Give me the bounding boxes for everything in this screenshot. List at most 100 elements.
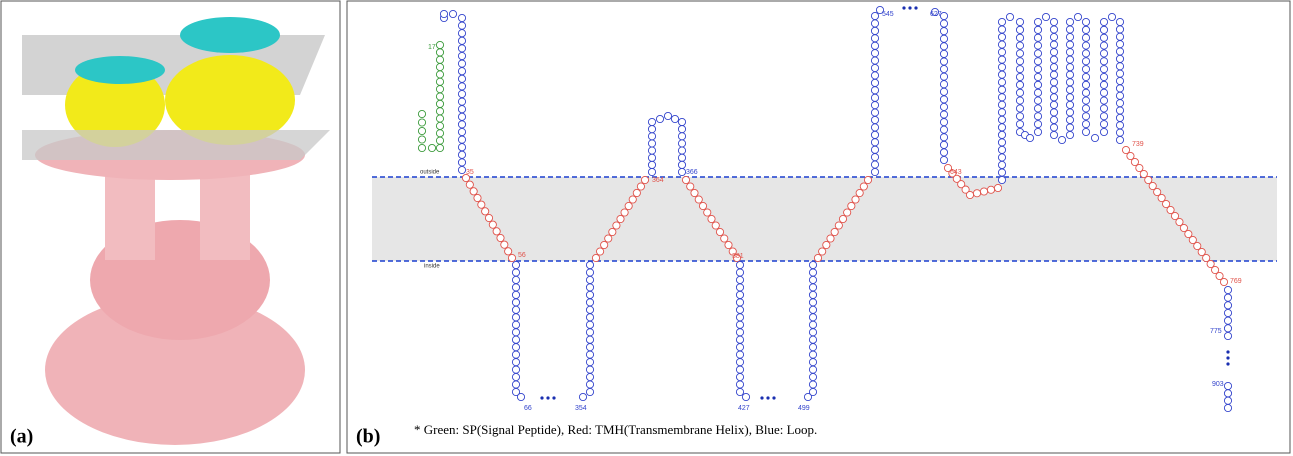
residue [1082,97,1089,104]
residue [512,299,519,306]
residue [1116,63,1123,70]
residue [586,299,593,306]
residue [1066,56,1073,63]
gap-dot [914,6,917,9]
residue [704,209,711,216]
residue [1100,89,1107,96]
residue-number: 17 [428,44,436,51]
residue [736,373,743,380]
figure-canvas: (a) outside inside 173556663543643663814… [0,0,1293,456]
residue [966,191,973,198]
residue [458,98,465,105]
residue [493,228,500,235]
residue [458,136,465,143]
residue [1082,113,1089,120]
residue [436,108,443,115]
residue [436,86,443,93]
residue [1050,49,1057,56]
residue [871,102,878,109]
residue-number: 364 [652,177,664,184]
residue [736,381,743,388]
residue [736,321,743,328]
residue [998,131,1005,138]
gap-dot [772,396,775,399]
residue [1016,73,1023,80]
residue [1050,94,1057,101]
residue [736,314,743,321]
residue [436,71,443,78]
residue [586,373,593,380]
residue [586,291,593,298]
residue-number: 545 [882,11,894,18]
residue [736,276,743,283]
residue [1050,109,1057,116]
residue [641,176,648,183]
residue [691,189,698,196]
residue [1066,33,1073,40]
residue [512,351,519,358]
residue [436,130,443,137]
residue [458,52,465,59]
residue [592,254,599,261]
residue [736,329,743,336]
residue [1034,113,1041,120]
residue [736,359,743,366]
residue [831,228,838,235]
residue [736,344,743,351]
residue [998,146,1005,153]
residue [1100,34,1107,41]
residue [1026,134,1033,141]
residue [721,235,728,242]
residue [940,43,947,50]
residue [1116,136,1123,143]
residue [678,140,685,147]
residue [1050,33,1057,40]
residue [1100,73,1107,80]
residue [436,63,443,70]
residue [736,291,743,298]
residue [436,144,443,151]
residue [489,221,496,228]
residue [860,183,867,190]
residue [871,124,878,131]
residue [458,83,465,90]
residue [497,234,504,241]
residue [458,113,465,120]
residue [418,127,425,134]
residue [1016,50,1023,57]
residue-number: 366 [686,169,698,176]
residue [1108,13,1115,20]
residue [1082,58,1089,65]
residue [1066,64,1073,71]
inside-label: inside [424,264,440,270]
residue [418,136,425,143]
residue [871,72,878,79]
residue [1091,134,1098,141]
residue [1116,107,1123,114]
residue [940,73,947,80]
residue [1224,325,1231,332]
residue [1100,105,1107,112]
residue [998,154,1005,161]
residue [1100,42,1107,49]
residue [1034,89,1041,96]
residue [1082,128,1089,135]
residue [998,161,1005,168]
residue [1066,26,1073,33]
residue [586,284,593,291]
residue [1224,317,1231,324]
residue [1100,81,1107,88]
residue [809,329,816,336]
residue [998,33,1005,40]
residue [998,56,1005,63]
residue [436,41,443,48]
residue [436,137,443,144]
residue [1082,105,1089,112]
residue [1116,100,1123,107]
residue [1066,41,1073,48]
residue [940,20,947,27]
residue [656,115,663,122]
residue [998,48,1005,55]
residue [458,90,465,97]
residue [998,18,1005,25]
